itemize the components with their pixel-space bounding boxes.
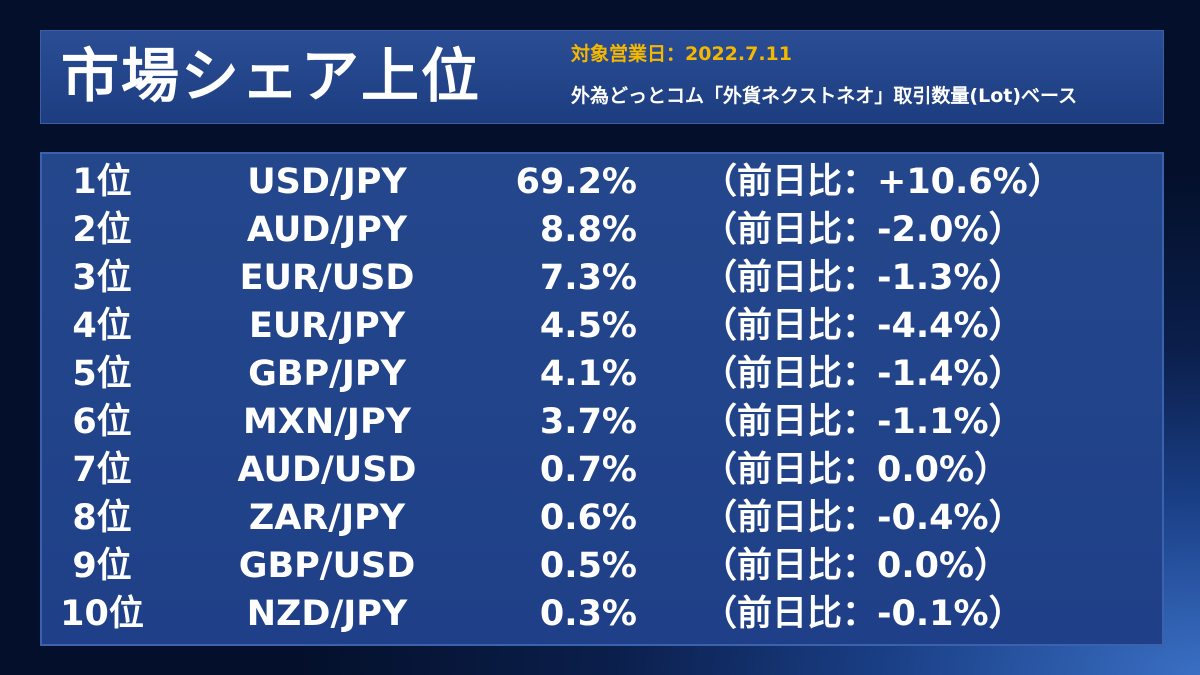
pair-cell: MXN/JPY <box>243 402 411 442</box>
change-cell: （前日比：-0.4%） <box>702 498 1024 538</box>
rank-cell: 8位 <box>72 498 132 538</box>
rank-cell: 4位 <box>72 306 132 346</box>
change-cell: （前日比：-2.0%） <box>702 210 1024 250</box>
share-cell: 7.3% <box>539 258 637 298</box>
change-cell: （前日比：-1.4%） <box>702 354 1024 394</box>
header-panel: 市場シェア上位 対象営業日：2022.7.11 外為どっとコム「外貨ネクストネオ… <box>40 30 1164 124</box>
change-cell: （前日比：-0.1%） <box>702 594 1024 634</box>
pair-cell: EUR/USD <box>239 258 415 298</box>
share-cell: 0.7% <box>539 450 637 490</box>
pair-cell: NZD/JPY <box>246 594 408 634</box>
table-row: 3位 EUR/USD 7.3% （前日比：-1.3%） <box>42 254 1162 302</box>
table-row: 7位 AUD/USD 0.7% （前日比：0.0%） <box>42 446 1162 494</box>
change-cell: （前日比：-4.4%） <box>702 306 1024 346</box>
rank-cell: 9位 <box>72 546 132 586</box>
table-row: 1位 USD/JPY 69.2% （前日比：+10.6%） <box>42 158 1162 206</box>
target-date: 対象営業日：2022.7.11 <box>571 43 792 65</box>
change-cell: （前日比：-1.3%） <box>702 258 1024 298</box>
rank-cell: 1位 <box>72 162 132 202</box>
pair-cell: GBP/USD <box>238 546 416 586</box>
share-cell: 3.7% <box>539 402 637 442</box>
page-title: 市場シェア上位 <box>61 42 482 110</box>
table-row: 9位 GBP/USD 0.5% （前日比：0.0%） <box>42 542 1162 590</box>
table-row: 6位 MXN/JPY 3.7% （前日比：-1.1%） <box>42 398 1162 446</box>
change-cell: （前日比：0.0%） <box>702 450 1010 490</box>
table-row: 4位 EUR/JPY 4.5% （前日比：-4.4%） <box>42 302 1162 350</box>
pair-cell: AUD/JPY <box>246 210 408 250</box>
rank-cell: 3位 <box>72 258 132 298</box>
share-cell: 0.6% <box>539 498 637 538</box>
share-cell: 8.8% <box>539 210 637 250</box>
rank-cell: 7位 <box>72 450 132 490</box>
pair-cell: EUR/JPY <box>248 306 406 346</box>
change-cell: （前日比：+10.6%） <box>702 162 1063 202</box>
table-row: 2位 AUD/JPY 8.8% （前日比：-2.0%） <box>42 206 1162 254</box>
table-row: 8位 ZAR/JPY 0.6% （前日比：-0.4%） <box>42 494 1162 542</box>
pair-cell: AUD/USD <box>237 450 417 490</box>
rank-cell: 5位 <box>72 354 132 394</box>
ranking-table: 1位 USD/JPY 69.2% （前日比：+10.6%） 2位 AUD/JPY… <box>40 152 1164 646</box>
share-cell: 4.5% <box>539 306 637 346</box>
share-cell: 4.1% <box>539 354 637 394</box>
basis-note: 外為どっとコム「外貨ネクストネオ」取引数量(Lot)ベース <box>571 85 1078 107</box>
change-cell: （前日比：-1.1%） <box>702 402 1024 442</box>
pair-cell: GBP/JPY <box>248 354 406 394</box>
pair-cell: USD/JPY <box>247 162 407 202</box>
share-cell: 69.2% <box>515 162 637 202</box>
rank-cell: 2位 <box>72 210 132 250</box>
table-row: 5位 GBP/JPY 4.1% （前日比：-1.4%） <box>42 350 1162 398</box>
table-row: 10位 NZD/JPY 0.3% （前日比：-0.1%） <box>42 590 1162 638</box>
rank-cell: 6位 <box>72 402 132 442</box>
change-cell: （前日比：0.0%） <box>702 546 1010 586</box>
pair-cell: ZAR/JPY <box>248 498 406 538</box>
share-cell: 0.5% <box>539 546 637 586</box>
rank-cell: 10位 <box>60 594 144 634</box>
share-cell: 0.3% <box>539 594 637 634</box>
